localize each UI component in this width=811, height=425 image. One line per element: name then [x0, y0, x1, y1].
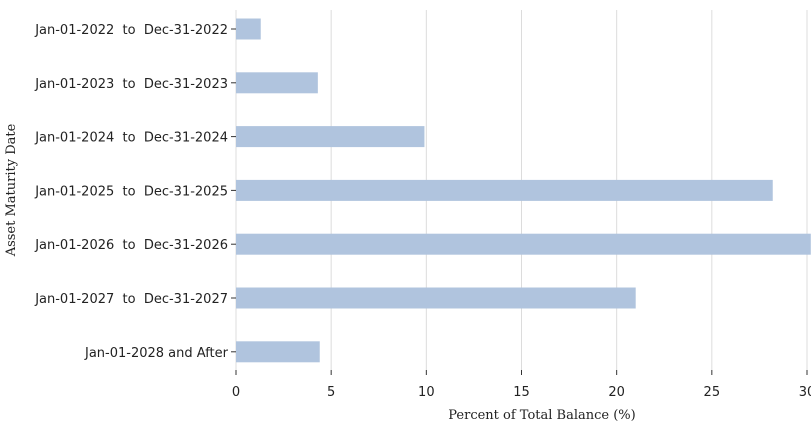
bars	[236, 18, 811, 363]
y-tick-label-1: Jan-01-2023 to Dec-31-2023	[34, 77, 228, 92]
x-axis-title: Percent of Total Balance (%)	[448, 408, 635, 423]
bar-2	[236, 126, 425, 148]
x-tick-labels: 0 5 10 15 20 25 30	[232, 370, 811, 400]
y-tick-label-5: Jan-01-2027 to Dec-31-2027	[34, 292, 228, 307]
x-tick-label-6: 30	[799, 385, 811, 400]
bar-4	[236, 233, 811, 255]
x-tick-label-4: 20	[608, 385, 625, 400]
y-axis-title: Asset Maturity Date	[4, 123, 19, 257]
x-tick-label-1: 5	[327, 385, 335, 400]
bar-3	[236, 179, 773, 201]
x-tick-label-3: 15	[513, 385, 530, 400]
y-tick-label-6: Jan-01-2028 and After	[84, 346, 229, 361]
x-tick-label-2: 10	[418, 385, 435, 400]
bar-1	[236, 72, 318, 94]
bar-5	[236, 287, 636, 309]
y-tick-label-3: Jan-01-2025 to Dec-31-2025	[34, 184, 228, 199]
x-tick-label-0: 0	[232, 385, 240, 400]
y-tick-label-4: Jan-01-2026 to Dec-31-2026	[34, 238, 228, 253]
y-tick-label-0: Jan-01-2022 to Dec-31-2022	[34, 23, 228, 38]
y-tick-labels: Jan-01-2022 to Dec-31-2022 Jan-01-2023 to…	[34, 23, 236, 361]
bar-6	[236, 341, 320, 363]
y-tick-label-2: Jan-01-2024 to Dec-31-2024	[34, 131, 228, 146]
x-tick-label-5: 25	[704, 385, 721, 400]
bar-0	[236, 18, 261, 40]
